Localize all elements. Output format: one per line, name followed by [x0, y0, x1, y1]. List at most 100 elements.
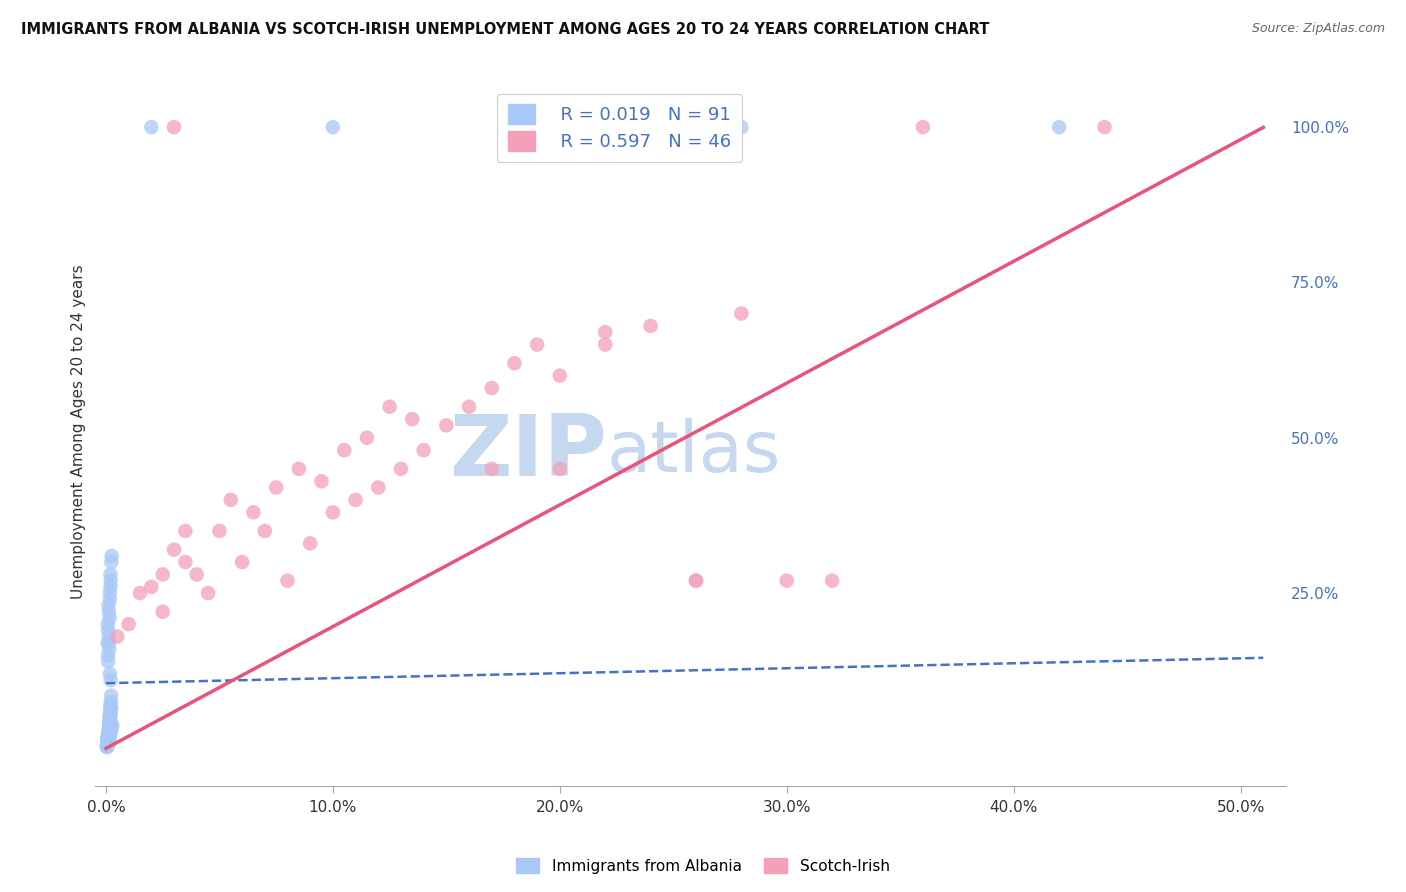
Point [219, 492, 242, 507]
Point [1047, 120, 1070, 135]
Point [100, 716, 122, 731]
Point [98, 642, 121, 657]
Point [640, 318, 662, 333]
Point [117, 617, 139, 632]
Point [97, 732, 120, 747]
Point [503, 356, 526, 370]
Point [174, 524, 197, 538]
Point [100, 723, 122, 737]
Point [98, 716, 121, 731]
Point [96, 736, 118, 750]
Point [98, 722, 121, 736]
Point [97, 732, 120, 747]
Point [98, 720, 121, 734]
Point [97, 724, 120, 739]
Point [98, 709, 121, 723]
Point [100, 580, 122, 594]
Point [458, 400, 481, 414]
Point [208, 524, 231, 538]
Legend:   R = 0.019   N = 91,   R = 0.597   N = 46: R = 0.019 N = 91, R = 0.597 N = 46 [496, 94, 742, 162]
Point [97, 724, 120, 739]
Point [163, 542, 186, 557]
Point [481, 462, 503, 476]
Point [98, 714, 121, 728]
Point [97, 732, 120, 747]
Point [97, 731, 120, 746]
Point [481, 381, 503, 395]
Point [96, 730, 118, 744]
Point [98, 718, 121, 732]
Point [100, 567, 122, 582]
Point [548, 120, 571, 135]
Point [548, 368, 571, 383]
Point [288, 462, 311, 476]
Point [97, 735, 120, 749]
Point [96, 738, 118, 752]
Point [101, 720, 124, 734]
Point [152, 605, 174, 619]
Point [821, 574, 844, 588]
Point [98, 734, 121, 748]
Point [97, 630, 120, 644]
Point [1094, 120, 1116, 135]
Point [96, 737, 118, 751]
Point [98, 723, 121, 737]
Point [911, 120, 934, 135]
Y-axis label: Unemployment Among Ages 20 to 24 years: Unemployment Among Ages 20 to 24 years [72, 264, 86, 599]
Point [100, 549, 122, 563]
Point [730, 306, 752, 320]
Point [100, 707, 122, 722]
Point [97, 648, 120, 663]
Point [401, 412, 423, 426]
Point [186, 567, 208, 582]
Point [97, 735, 120, 749]
Point [98, 729, 121, 743]
Point [98, 710, 121, 724]
Point [97, 726, 120, 740]
Point [299, 536, 322, 550]
Point [98, 707, 121, 722]
Legend: Immigrants from Albania, Scotch-Irish: Immigrants from Albania, Scotch-Irish [510, 852, 896, 880]
Point [367, 480, 389, 494]
Point [98, 723, 121, 738]
Point [98, 666, 121, 681]
Point [174, 555, 197, 569]
Point [100, 673, 122, 687]
Point [96, 740, 118, 755]
Point [322, 120, 344, 135]
Point [100, 695, 122, 709]
Point [98, 636, 121, 650]
Point [97, 624, 120, 638]
Point [98, 592, 121, 607]
Point [98, 701, 121, 715]
Point [141, 120, 163, 135]
Point [100, 574, 122, 588]
Point [96, 739, 118, 753]
Point [97, 728, 120, 742]
Point [98, 722, 121, 736]
Point [685, 574, 707, 588]
Point [276, 574, 298, 588]
Point [97, 655, 120, 669]
Point [97, 734, 120, 748]
Point [97, 724, 120, 739]
Point [96, 739, 118, 754]
Point [685, 574, 707, 588]
Point [97, 736, 120, 750]
Point [242, 505, 264, 519]
Point [98, 712, 121, 726]
Point [526, 337, 548, 351]
Point [100, 698, 122, 712]
Point [100, 555, 122, 569]
Point [389, 462, 412, 476]
Point [163, 120, 186, 135]
Point [98, 718, 121, 732]
Point [98, 586, 121, 600]
Point [730, 120, 752, 135]
Point [129, 586, 152, 600]
Point [434, 418, 457, 433]
Point [98, 704, 121, 718]
Point [98, 715, 121, 730]
Point [412, 443, 434, 458]
Point [96, 739, 118, 753]
